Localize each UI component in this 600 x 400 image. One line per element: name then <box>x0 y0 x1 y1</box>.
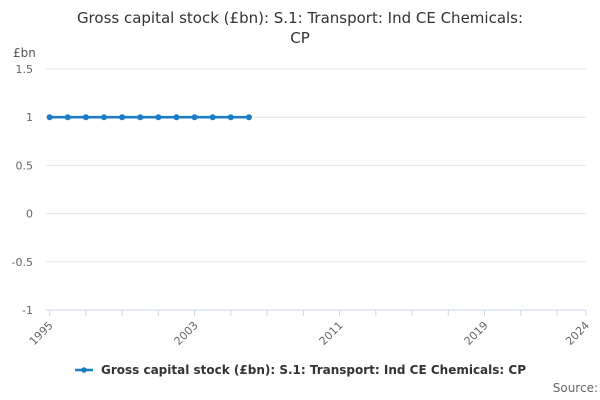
y-axis-tick-label: 1 <box>26 111 33 124</box>
y-axis-unit-label: £bn <box>13 46 36 60</box>
series-marker <box>245 114 252 121</box>
x-axis-tick-label: 2011 <box>317 319 346 348</box>
series-marker <box>119 114 126 121</box>
series-marker <box>209 114 216 121</box>
y-axis-tick-label: 0 <box>26 208 33 221</box>
y-axis-tick-label: 1.5 <box>16 63 34 76</box>
x-axis-tick-label: 2003 <box>172 319 201 348</box>
x-axis-tick-label: 1995 <box>27 319 56 348</box>
x-axis-tick-label: 2019 <box>462 319 491 348</box>
legend[interactable]: Gross capital stock (£bn): S.1: Transpor… <box>0 363 600 377</box>
series-marker <box>137 114 144 121</box>
series-marker <box>191 114 198 121</box>
series-marker <box>64 114 71 121</box>
x-axis-tick-label: 2024 <box>563 319 592 348</box>
chart-title: Gross capital stock (£bn): S.1: Transpor… <box>0 8 600 49</box>
chart-title-line1: Gross capital stock (£bn): S.1: Transpor… <box>76 9 524 27</box>
legend-item-label: Gross capital stock (£bn): S.1: Transpor… <box>100 363 526 377</box>
series-marker <box>173 114 180 121</box>
legend-series-icon <box>74 367 93 373</box>
series-marker <box>46 114 53 121</box>
series-marker <box>100 114 107 121</box>
series-marker <box>82 114 89 121</box>
legend-marker-icon <box>81 367 87 373</box>
source-label: Source: <box>552 381 598 395</box>
series-marker <box>227 114 234 121</box>
y-axis-tick-label: -0.5 <box>12 256 33 269</box>
y-axis-tick-label: -1 <box>22 304 33 317</box>
chart-title-line2: CP <box>290 29 310 48</box>
series-marker <box>155 114 162 121</box>
y-axis-tick-label: 0.5 <box>16 159 34 172</box>
